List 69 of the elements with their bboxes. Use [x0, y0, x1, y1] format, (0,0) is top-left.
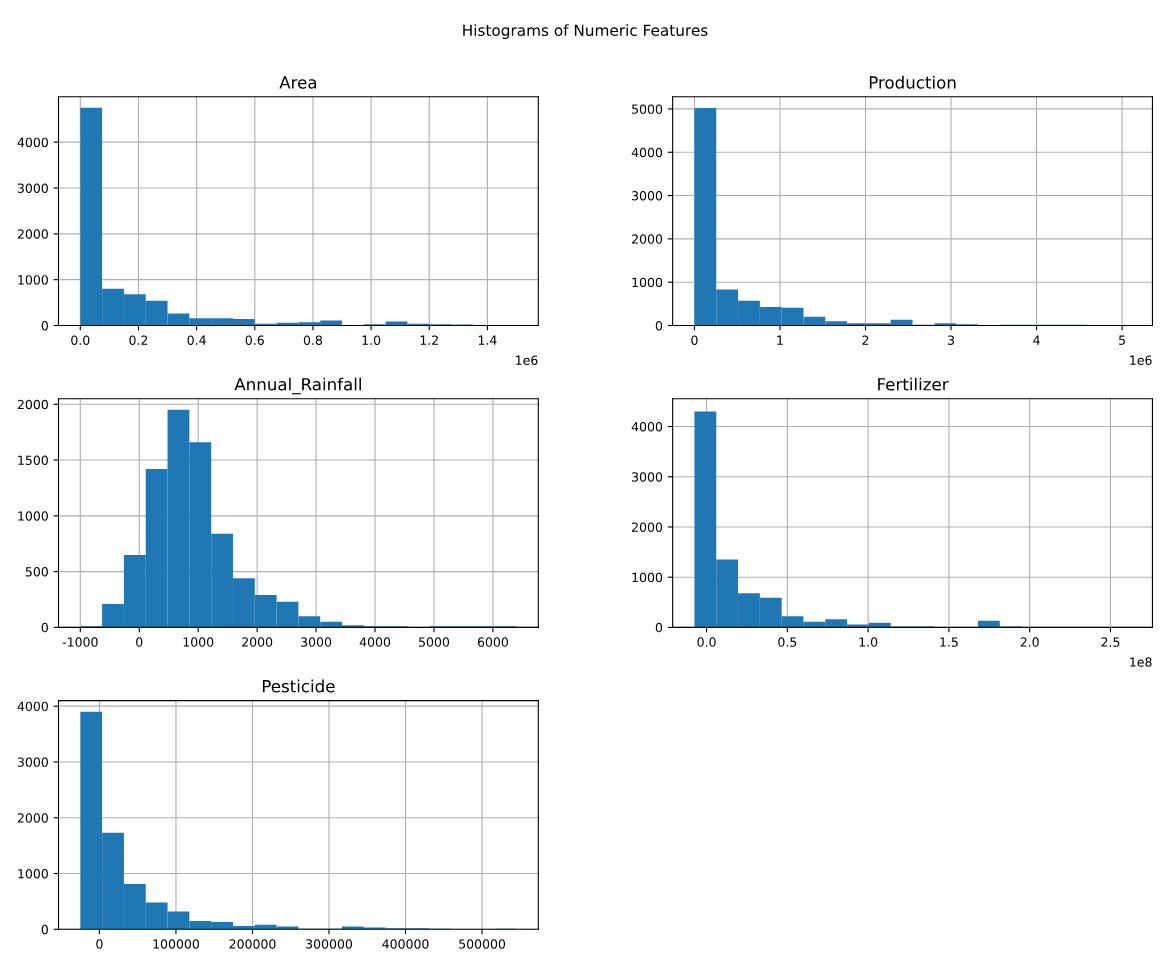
y-tick-label: 2000: [632, 234, 663, 244]
x-tick-label: 1.0: [362, 335, 381, 345]
y-tick-label: 2000: [632, 522, 663, 532]
x-tick-label: 0.8: [303, 335, 323, 345]
text: 1e8: [1130, 657, 1152, 667]
x-tick-label: 500000: [459, 939, 506, 949]
x-tick-label: 0.0: [71, 335, 90, 345]
y-tick-label: 0: [41, 320, 48, 331]
x-tick-label: 200000: [229, 939, 276, 949]
x-tick-label: 2000: [242, 637, 273, 647]
y-tick-label: 0: [655, 622, 663, 633]
x-tick-label: 3000: [301, 637, 332, 647]
x-tick-label: 0: [691, 335, 698, 345]
x-tick-label: 6000: [477, 637, 508, 647]
x-tick-label: 5: [1119, 335, 1125, 345]
y-tick-label: 3000: [17, 757, 48, 767]
y-tick-label: 4000: [631, 147, 663, 158]
x-tick-label: 100000: [153, 939, 199, 949]
x-tick-label: 300000: [306, 939, 353, 949]
text: 1e6: [516, 355, 538, 365]
y-tick-label: 3000: [17, 183, 48, 193]
y-tick-label: 5000: [632, 104, 663, 114]
x-tick-label: 0: [136, 637, 143, 647]
x-tick-label: 1.0: [859, 637, 878, 647]
x-tick-label: 0.2: [129, 335, 148, 345]
x-tick-label: 1.5: [940, 637, 958, 647]
x-tick-label: 2.0: [1020, 637, 1039, 647]
chart-title: Production: [869, 75, 956, 89]
y-tick-label: 4000: [17, 701, 48, 712]
chart-title: Pesticide: [262, 679, 335, 693]
y-tick-label: 3000: [632, 191, 663, 201]
x-tick-label: 5000: [419, 637, 450, 647]
y-tick-label: 0: [655, 320, 663, 331]
y-tick-label: 0: [41, 924, 48, 935]
chart-title: Area: [279, 76, 317, 89]
x-tick-label: 0: [96, 939, 103, 949]
text: 1e6: [1130, 355, 1152, 365]
x-tick-label: 1.4: [478, 335, 497, 345]
y-tick-label: 1000: [18, 868, 48, 879]
y-tick-label: 2000: [17, 399, 48, 410]
y-tick-label: 4000: [17, 137, 48, 148]
y-tick-label: 500: [25, 567, 48, 577]
x-tick-label: 0.5: [778, 637, 797, 647]
y-tick-label: 0: [41, 622, 48, 633]
y-tick-label: 1000: [632, 277, 663, 288]
x-tick-label: 0.4: [187, 335, 206, 345]
chart-title: Fertilizer: [878, 377, 949, 391]
x-tick-label: 1.2: [420, 335, 438, 345]
x-tick-label: 3: [948, 335, 955, 345]
y-tick-label: 1000: [18, 275, 48, 285]
y-tick-label: 1000: [18, 511, 48, 521]
y-tick-label: 3000: [632, 472, 663, 482]
text: Histograms of Numeric Features: [463, 24, 708, 39]
y-tick-label: 1000: [632, 572, 663, 583]
y-tick-label: 4000: [631, 422, 663, 432]
x-tick-label: 2: [862, 335, 869, 345]
y-tick-label: 2000: [17, 229, 48, 239]
x-tick-label: 4: [1033, 335, 1040, 345]
x-tick-label: 0.6: [245, 335, 264, 345]
x-tick-label: 1: [777, 335, 783, 345]
x-tick-label: 1000: [183, 637, 214, 647]
y-tick-label: 1500: [18, 455, 48, 465]
x-tick-label: -1000: [62, 637, 98, 647]
chart-title: Annual_Rainfall: [234, 377, 361, 395]
y-tick-label: 2000: [17, 813, 48, 823]
x-tick-label: 0.0: [697, 637, 716, 647]
x-tick-label: 400000: [382, 939, 429, 949]
x-tick-label: 2.5: [1101, 637, 1120, 647]
x-tick-label: 4000: [359, 637, 391, 647]
